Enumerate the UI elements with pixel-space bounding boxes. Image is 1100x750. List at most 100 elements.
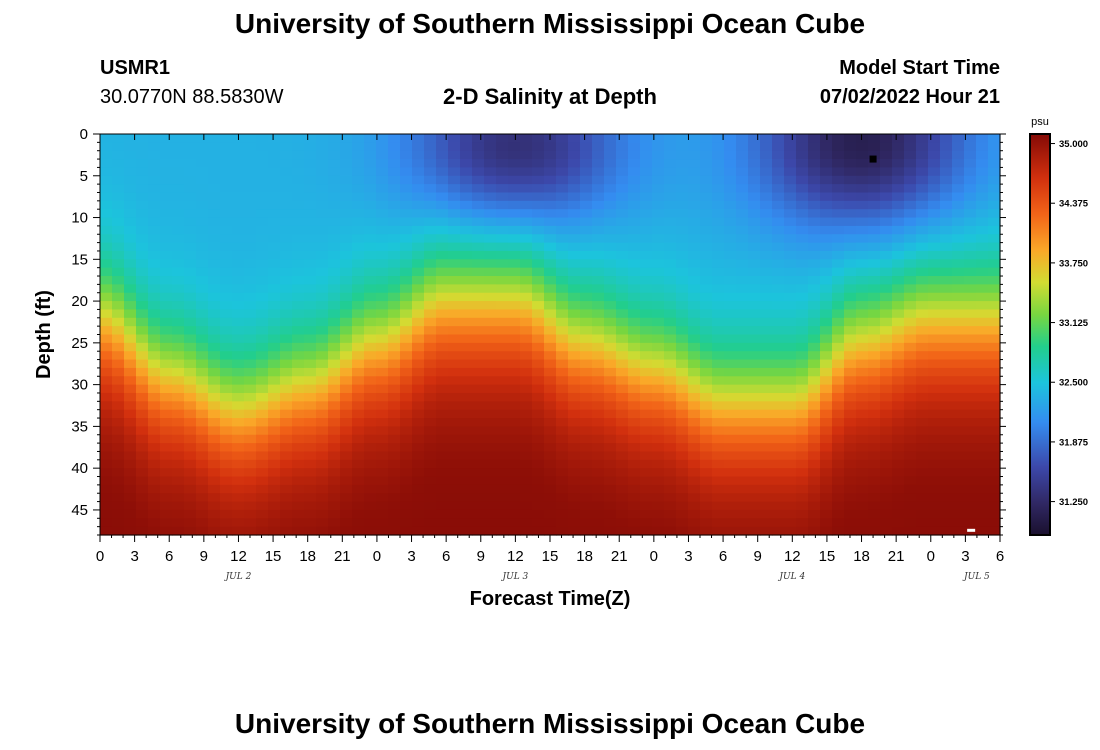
- heatmap-cell: [616, 443, 629, 453]
- heatmap-cell: [544, 159, 557, 169]
- heatmap-cell: [352, 401, 365, 411]
- heatmap-cell: [952, 159, 965, 169]
- heatmap-cell: [952, 392, 965, 402]
- heatmap-cell: [616, 159, 629, 169]
- heatmap-cell: [688, 284, 701, 294]
- heatmap-cell: [976, 167, 989, 177]
- heatmap-cell: [496, 267, 509, 277]
- heatmap-cell: [928, 476, 941, 486]
- heatmap-cell: [460, 234, 473, 244]
- heatmap-cell: [460, 142, 473, 152]
- heatmap-cell: [808, 451, 821, 461]
- heatmap-cell: [292, 342, 305, 352]
- heatmap-cell: [592, 184, 605, 194]
- heatmap-cell: [184, 234, 197, 244]
- heatmap-cell: [892, 142, 905, 152]
- heatmap-cell: [352, 484, 365, 494]
- heatmap-cell: [784, 384, 797, 394]
- heatmap-cell: [616, 209, 629, 219]
- heatmap-cell: [964, 301, 977, 311]
- heatmap-cell: [532, 434, 545, 444]
- heatmap-cell: [172, 150, 185, 160]
- heatmap-cell: [100, 518, 113, 528]
- heatmap-cell: [208, 259, 221, 269]
- heatmap-cell: [568, 150, 581, 160]
- heatmap-cell: [472, 292, 485, 302]
- heatmap-cell: [940, 334, 953, 344]
- heatmap-cell: [148, 217, 161, 227]
- heatmap-cell: [400, 409, 413, 419]
- heatmap-cell: [520, 392, 533, 402]
- heatmap-cell: [736, 476, 749, 486]
- heatmap-cell: [880, 175, 893, 185]
- heatmap-cell: [400, 234, 413, 244]
- heatmap-cell: [640, 309, 653, 319]
- heatmap-cell: [820, 242, 833, 252]
- heatmap-cell: [844, 334, 857, 344]
- heatmap-cell: [460, 418, 473, 427]
- heatmap-cell: [388, 242, 401, 252]
- heatmap-cell: [652, 317, 665, 327]
- heatmap-cell: [628, 142, 641, 152]
- heatmap-cell: [688, 418, 701, 427]
- heatmap-cell: [604, 292, 617, 302]
- heatmap-cell: [916, 276, 929, 285]
- heatmap-cell: [724, 468, 737, 478]
- heatmap-cell: [796, 409, 809, 419]
- heatmap-cell: [652, 267, 665, 277]
- heatmap-cell: [748, 301, 761, 311]
- heatmap-cell: [952, 301, 965, 311]
- heatmap-cell: [196, 209, 209, 219]
- heatmap-cell: [412, 209, 425, 219]
- heatmap-cell: [424, 267, 437, 277]
- heatmap-cell: [688, 476, 701, 486]
- max-marker: [869, 155, 877, 163]
- heatmap-cell: [220, 267, 233, 277]
- heatmap-cell: [616, 409, 629, 419]
- heatmap-cell: [772, 384, 785, 394]
- heatmap-cell: [112, 351, 125, 361]
- heatmap-cell: [796, 192, 809, 202]
- heatmap-cell: [616, 484, 629, 494]
- heatmap-cell: [136, 367, 149, 377]
- heatmap-cell: [340, 484, 353, 494]
- heatmap-cell: [376, 501, 389, 511]
- heatmap-cell: [952, 484, 965, 494]
- heatmap-cell: [508, 242, 521, 252]
- heatmap-cell: [928, 200, 941, 210]
- heatmap-cell: [988, 134, 1001, 143]
- heatmap-cell: [820, 334, 833, 344]
- heatmap-cell: [412, 392, 425, 402]
- heatmap-cell: [316, 267, 329, 277]
- heatmap-cell: [364, 334, 377, 344]
- heatmap-cell: [496, 150, 509, 160]
- heatmap-cell: [868, 409, 881, 419]
- heatmap-cell: [196, 468, 209, 478]
- heatmap-cell: [340, 167, 353, 177]
- heatmap-cell: [568, 351, 581, 361]
- heatmap-cell: [388, 309, 401, 319]
- heatmap-cell: [244, 200, 257, 210]
- heatmap-cell: [604, 167, 617, 177]
- heatmap-cell: [688, 134, 701, 143]
- heatmap-cell: [376, 142, 389, 152]
- heatmap-cell: [232, 409, 245, 419]
- heatmap-cell: [232, 359, 245, 369]
- heatmap-cell: [196, 367, 209, 377]
- heatmap-cell: [820, 209, 833, 219]
- heatmap-cell: [724, 175, 737, 185]
- heatmap-cell: [724, 192, 737, 202]
- heatmap-cell: [100, 192, 113, 202]
- heatmap-cell: [892, 217, 905, 227]
- heatmap-cell: [124, 351, 137, 361]
- heatmap-cell: [760, 184, 773, 194]
- heatmap-cell: [784, 301, 797, 311]
- heatmap-cell: [748, 209, 761, 219]
- heatmap-cell: [712, 434, 725, 444]
- heatmap-cell: [304, 384, 317, 394]
- heatmap-cell: [604, 418, 617, 427]
- heatmap-cell: [556, 301, 569, 311]
- heatmap-cell: [976, 209, 989, 219]
- heatmap-cell: [400, 484, 413, 494]
